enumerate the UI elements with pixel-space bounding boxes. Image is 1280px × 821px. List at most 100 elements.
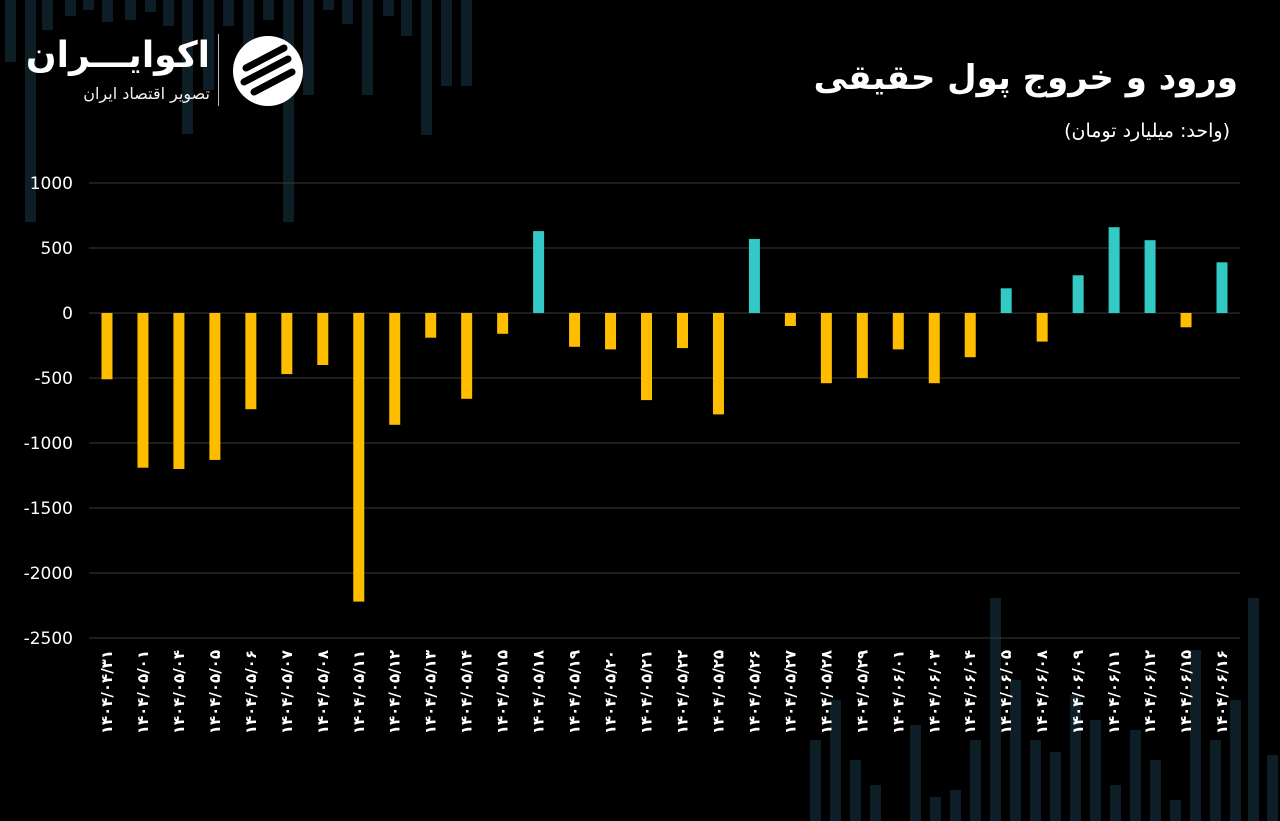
x-tick-label: ۱۴۰۴/۰۵/۲۶ <box>745 650 763 734</box>
background-candle <box>1230 700 1241 821</box>
x-tick-label: ۱۴۰۴/۰۵/۲۸ <box>817 650 835 734</box>
background-candle <box>163 0 174 26</box>
y-tick-label: 1000 <box>30 174 73 194</box>
bar-inflow <box>1108 227 1120 313</box>
x-tick-label: ۱۴۰۴/۰۶/۰۸ <box>1033 650 1051 734</box>
background-candle <box>1150 760 1161 821</box>
bar-outflow <box>209 313 221 460</box>
y-tick-label: -2000 <box>24 564 73 584</box>
bar-outflow <box>856 313 868 378</box>
background-candle <box>1210 740 1221 821</box>
chart-title: ورود و خروج پول حقیقی <box>813 58 1238 98</box>
background-candle <box>323 0 334 10</box>
background-candle <box>1267 755 1278 821</box>
x-tick-label: ۱۴۰۴/۰۵/۲۱ <box>638 650 656 734</box>
background-candle <box>223 0 234 26</box>
x-tick-label: ۱۴۰۴/۰۵/۲۷ <box>781 650 799 734</box>
background-candle <box>1110 785 1121 821</box>
background-candle <box>383 0 394 16</box>
bar-outflow <box>245 313 257 410</box>
background-candle <box>461 0 472 86</box>
bar-inflow <box>533 231 545 313</box>
bar-outflow <box>281 313 293 375</box>
x-tick-label: ۱۴۰۴/۰۵/۲۹ <box>853 650 871 734</box>
bar-outflow <box>353 313 365 602</box>
bar-outflow <box>712 313 724 415</box>
x-tick-label: ۱۴۰۴/۰۵/۲۵ <box>709 650 727 734</box>
background-candle <box>25 0 36 222</box>
x-tick-label: ۱۴۰۴/۰۵/۱۸ <box>530 650 548 734</box>
bar-outflow <box>641 313 653 401</box>
x-tick-label: ۱۴۰۴/۰۵/۱۹ <box>566 650 584 734</box>
x-tick-label: ۱۴۰۴/۰۵/۰۶ <box>242 650 260 734</box>
bar-outflow <box>389 313 401 425</box>
bar-outflow <box>1036 313 1048 342</box>
brand-tagline: تصویر اقتصاد ایران <box>83 84 210 103</box>
bar-outflow <box>425 313 437 338</box>
y-tick-label: -500 <box>34 369 73 389</box>
x-tick-label: ۱۴۰۴/۰۵/۰۱ <box>134 650 152 734</box>
background-candle <box>810 740 821 821</box>
bar-outflow <box>928 313 940 384</box>
background-candle <box>850 760 861 821</box>
bar-outflow <box>173 313 185 469</box>
background-candle <box>421 0 432 135</box>
x-tick-label: ۱۴۰۴/۰۵/۱۴ <box>458 650 476 734</box>
x-tick-label: ۱۴۰۴/۰۶/۱۵ <box>1177 650 1195 734</box>
x-tick-label: ۱۴۰۴/۰۶/۰۳ <box>925 650 943 734</box>
x-tick-label: ۱۴۰۴/۰۵/۰۸ <box>314 650 332 734</box>
bar-inflow <box>1144 240 1156 313</box>
x-tick-label: ۱۴۰۴/۰۵/۱۳ <box>422 650 440 734</box>
bar-outflow <box>569 313 581 347</box>
background-candle <box>1190 650 1201 821</box>
bar-inflow <box>1072 275 1084 313</box>
background-candle <box>1170 800 1181 821</box>
x-tick-label: ۱۴۰۴/۰۶/۱۱ <box>1105 650 1123 734</box>
background-candle <box>203 0 214 90</box>
background-candle <box>1130 730 1141 821</box>
brand-logo: اکوایـــران تصویر اقتصاد ایران <box>26 34 312 110</box>
bar-inflow <box>1000 288 1012 313</box>
background-candle <box>870 785 881 821</box>
background-candle <box>303 0 314 95</box>
background-candle <box>182 0 193 134</box>
background-candle <box>950 790 961 821</box>
background-candle <box>830 700 841 821</box>
chart-subtitle: (واحد: میلیارد تومان) <box>1064 120 1230 142</box>
bar-outflow <box>964 313 976 358</box>
background-candle <box>125 0 136 20</box>
background-candle <box>990 598 1001 821</box>
bar-outflow <box>1180 313 1192 328</box>
bar-outflow <box>820 313 832 384</box>
y-tick-label: -2500 <box>24 629 73 649</box>
y-tick-label: -1500 <box>24 499 73 519</box>
brand-name: اکوایـــران <box>25 35 210 76</box>
bar-outflow <box>784 313 796 326</box>
x-tick-label: ۱۴۰۴/۰۶/۱۲ <box>1141 650 1159 734</box>
background-candle <box>441 0 452 86</box>
background-candle <box>970 740 981 821</box>
x-tick-label: ۱۴۰۴/۰۵/۲۲ <box>673 650 691 734</box>
background-candle <box>42 0 53 30</box>
x-tick-label: ۱۴۰۴/۰۶/۰۴ <box>961 650 979 734</box>
bar-outflow <box>605 313 617 350</box>
x-tick-label: ۱۴۰۴/۰۶/۰۵ <box>997 650 1015 734</box>
background-candle <box>5 0 16 62</box>
y-tick-label: 500 <box>41 239 73 259</box>
x-tick-label: ۱۴۰۴/۰۴/۳۱ <box>98 650 116 734</box>
background-candle <box>1030 740 1041 821</box>
bar-inflow <box>1216 262 1228 313</box>
x-tick-label: ۱۴۰۴/۰۵/۲۰ <box>602 650 620 734</box>
x-tick-label: ۱۴۰۴/۰۵/۰۵ <box>206 650 224 734</box>
bar-outflow <box>317 313 329 365</box>
background-candle <box>1248 598 1259 821</box>
x-tick-label: ۱۴۰۴/۰۵/۰۷ <box>278 650 296 734</box>
bar-outflow <box>461 313 473 399</box>
background-candle <box>910 725 921 821</box>
background-candle <box>145 0 156 12</box>
background-candle <box>102 0 113 22</box>
background-candle <box>83 0 94 10</box>
y-tick-label: -1000 <box>24 434 73 454</box>
background-candle <box>401 0 412 36</box>
